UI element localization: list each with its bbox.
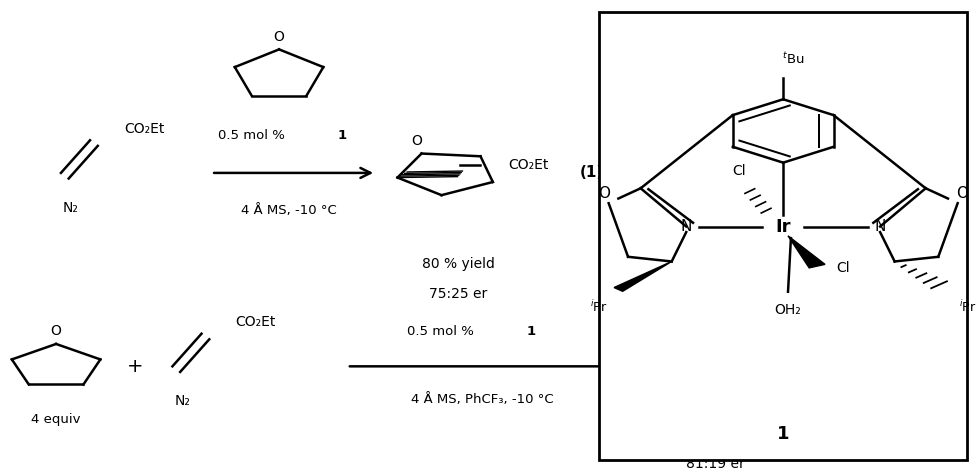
- Text: 80 % yield: 80 % yield: [422, 257, 495, 271]
- FancyBboxPatch shape: [599, 12, 967, 459]
- Text: 0.5 mol %: 0.5 mol %: [407, 325, 478, 338]
- Text: N₂: N₂: [63, 201, 78, 215]
- Text: 0.5 mol %: 0.5 mol %: [218, 129, 289, 142]
- Text: N₂: N₂: [174, 394, 190, 408]
- Text: $^t$Bu: $^t$Bu: [782, 51, 804, 66]
- Text: O: O: [598, 186, 610, 201]
- Text: $^i$Pr: $^i$Pr: [590, 299, 608, 314]
- Text: N: N: [680, 219, 692, 234]
- Polygon shape: [788, 236, 825, 268]
- Polygon shape: [614, 261, 671, 291]
- Text: Cl: Cl: [733, 163, 747, 178]
- Text: CO₂Et: CO₂Et: [509, 158, 549, 172]
- Text: OH₂: OH₂: [774, 304, 802, 317]
- Text: 81:19 er: 81:19 er: [686, 457, 745, 471]
- Text: CO₂Et: CO₂Et: [758, 352, 798, 365]
- Text: (2): (2): [829, 359, 854, 374]
- Text: Cl: Cl: [837, 261, 850, 275]
- Text: O: O: [956, 186, 968, 201]
- Text: O: O: [51, 324, 62, 338]
- Text: N: N: [874, 219, 886, 234]
- Text: 1: 1: [777, 425, 790, 443]
- Text: O: O: [412, 134, 422, 148]
- Text: CO₂Et: CO₂Et: [123, 122, 165, 136]
- Text: Ir: Ir: [775, 218, 791, 236]
- Text: 4 Å MS, PhCF₃, -10 °C: 4 Å MS, PhCF₃, -10 °C: [412, 393, 554, 407]
- Text: 51 % yield: 51 % yield: [679, 427, 752, 441]
- Text: 1: 1: [526, 325, 536, 338]
- Text: 75:25 er: 75:25 er: [429, 287, 487, 301]
- Text: 4 equiv: 4 equiv: [31, 413, 80, 427]
- Text: 4 Å MS, -10 °C: 4 Å MS, -10 °C: [241, 204, 337, 217]
- Text: 1: 1: [337, 129, 347, 142]
- Text: (1): (1): [579, 165, 604, 180]
- Text: +: +: [127, 357, 144, 376]
- Text: O: O: [273, 30, 284, 44]
- Text: $^i$Pr: $^i$Pr: [958, 299, 976, 314]
- Text: O: O: [661, 327, 671, 342]
- Text: CO₂Et: CO₂Et: [235, 315, 275, 329]
